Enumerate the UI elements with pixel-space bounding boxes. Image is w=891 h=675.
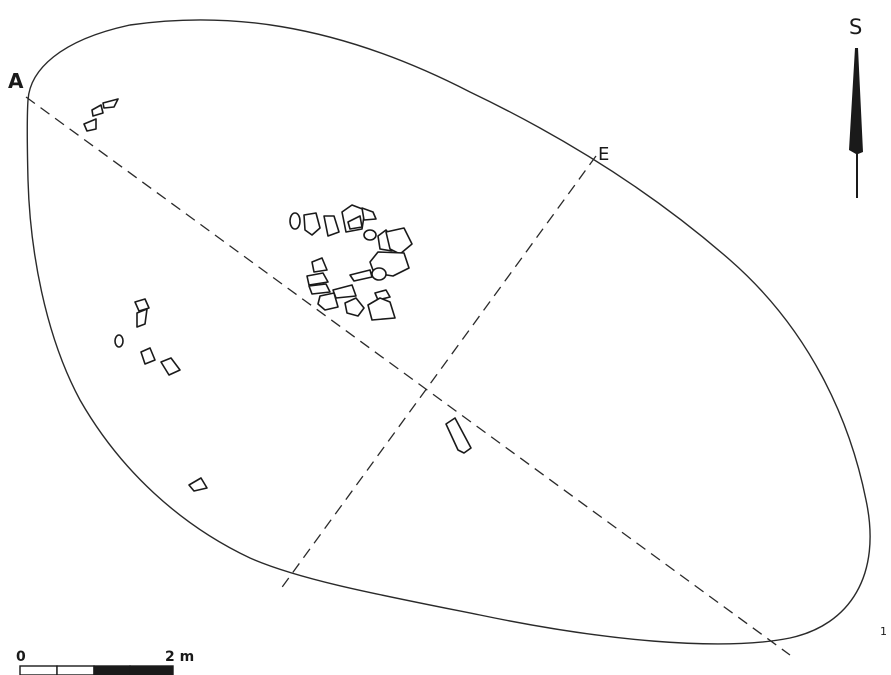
stone xyxy=(317,292,339,311)
stone xyxy=(160,357,181,376)
stone xyxy=(385,227,413,255)
stone xyxy=(367,297,396,321)
scale-bar-segment-4 xyxy=(129,665,174,675)
stones-northwest xyxy=(83,98,119,132)
figure-number: 1 xyxy=(880,625,887,638)
scale-bar-segment-2 xyxy=(56,665,95,675)
stones-west xyxy=(114,298,208,492)
stone xyxy=(374,289,391,301)
stone-slab xyxy=(445,417,472,454)
stone xyxy=(140,347,156,365)
scale-bar-start-label: 0 xyxy=(16,649,26,665)
scale-bar-segment-1 xyxy=(19,665,58,675)
scale-bar-segment-3 xyxy=(93,665,131,675)
stone xyxy=(363,229,377,241)
north-arrow-label: S xyxy=(849,15,862,39)
stone xyxy=(289,212,301,230)
scale-bar: 0 2 m xyxy=(16,649,194,675)
stone xyxy=(134,298,150,312)
stone xyxy=(306,272,329,286)
stone xyxy=(311,257,328,273)
stone xyxy=(344,297,365,317)
stone xyxy=(136,308,148,328)
stone xyxy=(349,269,373,282)
stone xyxy=(332,284,357,299)
section-label-a: A xyxy=(8,69,24,93)
stones-central-cluster xyxy=(289,204,413,321)
north-arrow-icon: S xyxy=(849,15,863,198)
section-line-a xyxy=(25,96,791,656)
stone xyxy=(83,118,97,132)
stone xyxy=(361,207,377,221)
stone xyxy=(188,477,208,492)
pit-outline xyxy=(26,19,871,645)
stone xyxy=(347,215,363,230)
stone xyxy=(371,267,387,281)
stone xyxy=(303,212,321,236)
stone xyxy=(114,334,124,348)
north-arrow-needle xyxy=(849,48,863,198)
scale-bar-end-label: 2 m xyxy=(165,649,194,665)
stone xyxy=(102,98,119,109)
stone xyxy=(323,215,340,237)
stone xyxy=(91,104,104,117)
stone xyxy=(308,283,331,295)
section-label-e: E xyxy=(598,144,609,165)
